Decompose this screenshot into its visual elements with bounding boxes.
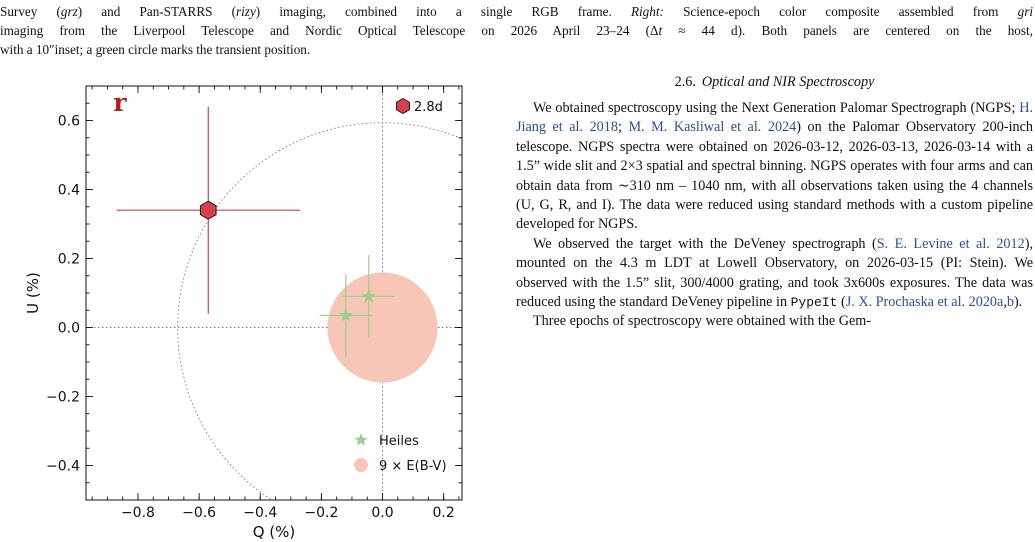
legend-heiles-marker [354,433,368,446]
x-tick-label: −0.4 [243,505,277,521]
panel-label: r [113,88,127,117]
text-run: We observed the target with the DeVeney … [533,235,877,252]
text-run: ) on the Palomar Observatory 200-inch te… [516,119,1033,233]
measurement-point [199,200,217,220]
citation-link[interactable]: S. E. Levine et al. 2012 [876,235,1025,252]
y-axis-label: U (%) [24,272,42,314]
polarimetry-figure: −0.8 −0.6 −0.4 −0.2 0.0 0.2 −0.4 −0.2 0.0 0.2 0.4 0… [0,70,480,542]
epoch-marker [396,97,410,115]
text-run: gri [1017,4,1033,19]
x-tick-label: −0.2 [304,505,338,521]
section-heading: 2.6. Optical and NIR Spectroscopy [516,72,1033,92]
y-tick-label: 0.0 [58,321,80,337]
text-run: ; [617,119,629,136]
text-run: with a 10″inset; a green circle marks th… [0,42,311,57]
y-tick-label: 0.2 [58,252,80,268]
citation-link[interactable]: J. X. Prochaska et al. 2020a [845,294,1004,311]
plot-area [86,86,462,500]
x-tick-label: −0.6 [182,505,216,521]
x-axis-label: Q (%) [253,523,296,541]
text-run: grz [60,4,78,19]
caption-line: with a 10″inset; a green circle marks th… [0,40,1033,59]
caption-line: imaging from the Liverpool Telescope and… [0,21,1033,40]
x-tick-label: −0.8 [121,505,155,521]
text-run: ), mounted on the 4.3 m LDT at Lowell Ob… [516,235,1033,311]
section-title: Optical and NIR Spectroscopy [701,74,875,90]
text-run: ). [1013,294,1023,311]
text-run: ) imaging, combined into a single RGB fr… [255,4,631,19]
heiles-point [361,288,376,303]
x-tick-label: 0.2 [433,505,455,521]
paragraph: We obtained spectroscopy using the Next … [516,99,1033,235]
y-tick-label: −0.4 [46,459,80,475]
epoch-label: 2.8d [414,100,443,115]
text-run: ≈ 44 d). Both panels are centered on the… [662,23,1033,38]
y-tick-label: −0.2 [46,390,80,406]
text-run: Three epochs of spectroscopy were obtain… [533,313,872,330]
citation-link[interactable]: H. Jiang et al. 2018 [516,100,1033,136]
code-text: PypeIt [790,295,838,311]
text-run: Survey ( [0,4,61,19]
caption-line: Survey (grz) and Pan-STARRS (rizy) imagi… [0,2,1033,21]
text-run: Right: [630,4,664,19]
citation-link[interactable]: b [1006,294,1014,311]
text-run: , [1003,294,1007,311]
paragraph: Three epochs of spectroscopy were obtain… [516,312,1033,331]
text-run: Science-epoch color composite assembled … [663,4,1018,19]
y-tick-label: 0.6 [58,114,80,130]
text-run: t [658,23,663,38]
text-column: 2.6. Optical and NIR Spectroscopy We obta… [516,72,1033,332]
text-run: We obtained spectroscopy using the Next … [533,100,1020,116]
legend-isp-marker [354,458,368,472]
x-tick-label: 0.0 [371,505,393,521]
y-tick-label: 0.4 [58,183,80,199]
text-run: rizy [236,4,256,19]
text-run: imaging from the Liverpool Telescope and… [0,23,659,38]
legend-isp-label: 9 × E(B-V) [379,459,447,474]
heiles-point [338,307,353,322]
qu-plane-chart: −0.8 −0.6 −0.4 −0.2 0.0 0.2 −0.4 −0.2 0.0 0.2 0.4 0… [24,85,463,541]
figure-caption: Survey (grz) and Pan-STARRS (rizy) imagi… [0,2,1033,59]
isp-disk [327,272,438,383]
text-run: ( [837,294,846,311]
paragraph: We observed the target with the DeVeney … [516,235,1033,313]
section-number: 2.6. [674,74,696,90]
legend-heiles-label: Heiles [379,434,419,449]
citation-link[interactable]: M. M. Kasliwal et al. 2024 [628,119,797,136]
text-run: ) and Pan-STARRS ( [77,4,237,19]
